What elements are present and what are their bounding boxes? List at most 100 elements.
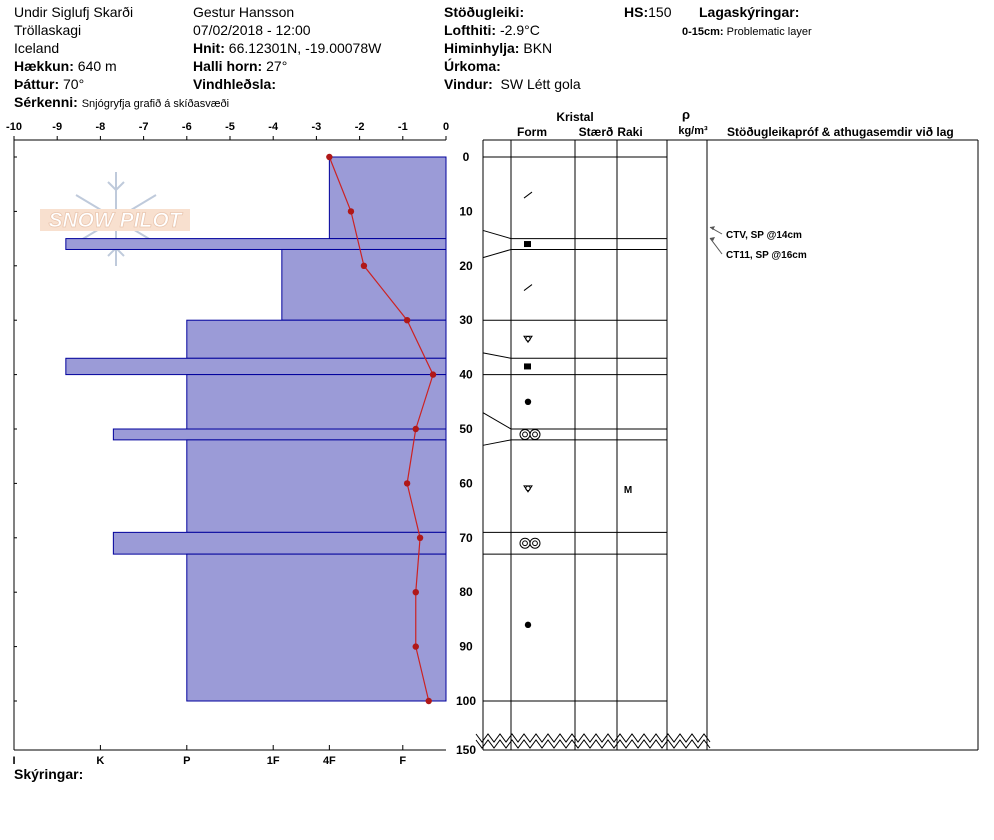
temp-tick-label: -1	[398, 121, 408, 133]
features-row: Sérkenni: Snjógryfja grafið á skíðasvæði	[14, 94, 229, 112]
hardness-bar-6	[186, 374, 447, 430]
scale-break-upper	[475, 733, 711, 743]
melt-inner	[532, 540, 538, 547]
facet-round	[525, 485, 531, 492]
scale-break-lower	[475, 739, 711, 749]
decomposing-stroke	[523, 191, 533, 199]
footer-notes-label: Skýringar:	[14, 766, 84, 782]
size-header: Stærð	[579, 125, 614, 139]
slope-label: Halli horn:	[193, 58, 263, 74]
moisture-header: Raki	[617, 125, 642, 139]
kristal-header: Kristal	[556, 110, 593, 124]
depth-tick-label: 90	[459, 640, 473, 654]
density-unit-header: kg/m³	[678, 125, 708, 137]
temperature-point	[360, 262, 368, 269]
hardness-label: K	[96, 755, 104, 767]
dot-icon	[524, 621, 532, 629]
temp-tick-label: -5	[225, 121, 235, 133]
elevation-value: 640 m	[77, 58, 117, 74]
depth-tick-label: 20	[459, 259, 473, 273]
layer-connector	[482, 229, 512, 240]
hardness-label: 1F	[267, 755, 280, 767]
wind-value: SW Létt gola	[500, 76, 581, 92]
layer-notes-label: Lagaskýringar:	[699, 4, 800, 20]
air-temp-value: -2.9°C	[499, 22, 540, 38]
coords-value: 66.12301N, -19.00078W	[228, 40, 382, 56]
temperature-point	[347, 208, 355, 215]
depth-tick-label: 30	[459, 313, 473, 327]
elevation-row: Hækkun: 640 m	[14, 58, 117, 74]
temp-tick-label: -10	[6, 121, 22, 133]
temperature-point	[412, 589, 419, 596]
melt-cluster-icon	[519, 537, 541, 549]
temperature-point	[412, 643, 419, 650]
features-value: Snjógryfja grafið á skíðasvæði	[81, 98, 230, 110]
layer-connector	[482, 439, 512, 446]
melt-outer	[519, 428, 531, 440]
temp-tick-label: -7	[139, 121, 149, 133]
elevation-label: Hækkun:	[14, 58, 74, 74]
melt-outer	[529, 428, 541, 440]
temp-tick-label: -3	[312, 121, 322, 133]
observer-name: Gestur Hansson	[193, 4, 295, 20]
sky-row: Himinhylja: BKN	[444, 40, 552, 56]
decomposing-stroke	[523, 284, 533, 291]
depth-tick-label: 150	[456, 743, 476, 757]
hardness-bar-3	[281, 248, 447, 321]
aspect-row: Þáttur: 70°	[14, 76, 84, 92]
tests-header: Stöðugleikapróf & athugasemdir við lag	[727, 125, 954, 139]
slope-row: Halli horn: 27°	[193, 58, 287, 74]
observation-datetime: 07/02/2018 - 12:00	[193, 22, 311, 38]
melt-outer	[529, 537, 541, 549]
hardness-bar-10	[186, 553, 447, 702]
dot-icon	[524, 398, 532, 405]
dot-mark	[524, 621, 532, 629]
country-name: Iceland	[14, 40, 60, 56]
layer-note-text: Problematic layer	[726, 26, 812, 38]
layer-connector	[482, 352, 512, 359]
depth-tick-label: 0	[463, 150, 470, 164]
depth-tick-label: 70	[459, 531, 473, 545]
features-label: Sérkenni:	[14, 94, 78, 110]
hardness-bar-2	[65, 238, 447, 250]
precip-label: Úrkoma:	[444, 58, 501, 74]
temp-tick-label: -8	[96, 121, 106, 133]
hardness-bar-9	[112, 531, 447, 555]
form-header: Form	[517, 125, 547, 139]
dot-mark	[524, 398, 532, 405]
layer-note-range: 0-15cm:	[682, 26, 724, 38]
sky-label: Himinhylja:	[444, 40, 520, 56]
temp-tick-label: -4	[268, 121, 279, 133]
watermark-band	[40, 209, 190, 231]
temperature-point	[412, 425, 419, 433]
temperature-point	[326, 153, 333, 161]
depth-tick-label: 60	[459, 476, 473, 490]
square-mark	[524, 241, 531, 248]
hardness-label: 4F	[323, 755, 336, 767]
wind-row: Vindur: SW Létt gola	[444, 76, 581, 92]
melt-cluster-icon	[519, 428, 541, 440]
temp-tick-label: -2	[355, 121, 365, 133]
hardness-bar-8	[186, 439, 447, 533]
hs-row: HS:150	[624, 4, 671, 20]
moisture-label: M	[624, 485, 632, 496]
rounded-facet-icon	[523, 485, 533, 493]
air-temp-row: Lofthiti: -2.9°C	[444, 22, 540, 38]
depth-tick-label: 80	[459, 585, 473, 599]
facet-round	[525, 336, 531, 342]
temperature-point	[403, 480, 411, 487]
stability-label: Stöðugleiki:	[444, 4, 525, 20]
temp-tick-label: -9	[52, 121, 62, 133]
temperature-point	[425, 697, 432, 705]
square-icon	[524, 241, 531, 248]
hardness-label: P	[183, 755, 190, 767]
wind-load-label: Vindhleðsla:	[193, 76, 276, 92]
region-name: Tröllaskagi	[14, 22, 82, 38]
square-mark	[524, 363, 531, 370]
temperature-point	[403, 317, 411, 324]
test-arrow-head	[710, 226, 715, 231]
hardness-bar-5	[65, 357, 447, 376]
air-temp-label: Lofthiti:	[444, 22, 497, 38]
hardness-label: I	[12, 755, 15, 767]
